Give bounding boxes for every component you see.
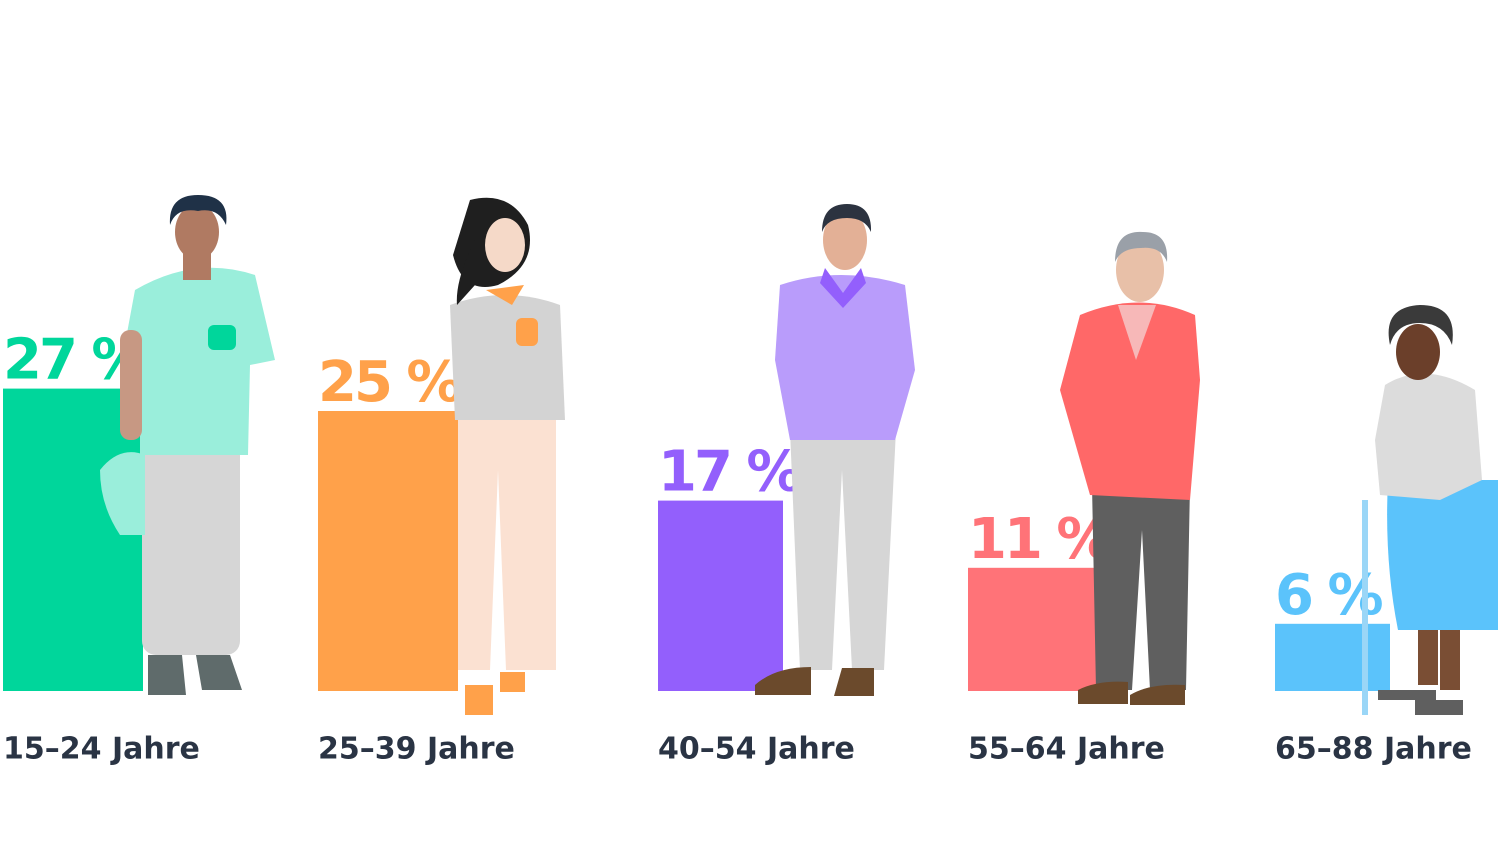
category-label: 40–54 Jahre [658, 732, 855, 767]
bar [968, 567, 1100, 691]
category-label: 65–88 Jahre [1275, 732, 1472, 767]
category-label: 55–64 Jahre [968, 732, 1165, 767]
illustrations [100, 195, 1498, 715]
person-illustration [1362, 305, 1498, 715]
value-label: 11 % [968, 507, 1111, 572]
bar [318, 411, 458, 691]
value-label: 25 % [318, 350, 461, 415]
category-label: 15–24 Jahre [3, 732, 200, 767]
person-illustration [450, 197, 565, 715]
person-illustration [755, 204, 915, 696]
category-label: 25–39 Jahre [318, 732, 515, 767]
bar [3, 388, 143, 691]
person-illustration [100, 195, 275, 695]
value-label: 17 % [658, 440, 801, 505]
person-illustration [1060, 231, 1200, 705]
bar [658, 500, 783, 691]
bar [1275, 623, 1390, 691]
